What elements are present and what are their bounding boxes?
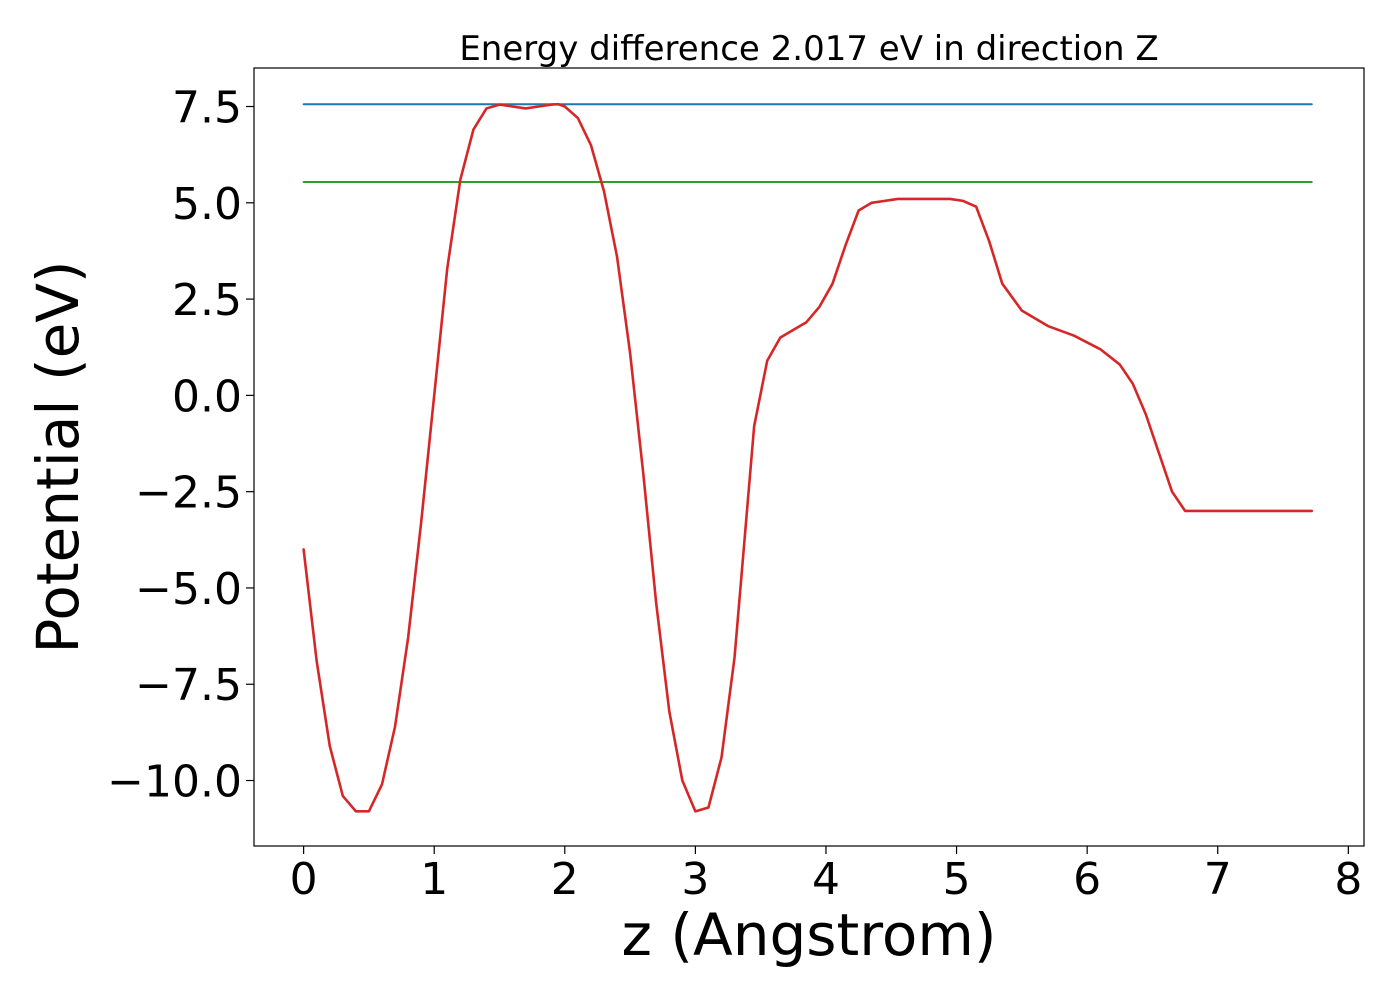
x-tick-label: 7 <box>1204 854 1232 905</box>
x-tick-label: 0 <box>290 854 318 905</box>
x-tick-label: 3 <box>681 854 709 905</box>
y-tick-label: −10.0 <box>107 757 242 808</box>
y-tick-label: −2.5 <box>135 468 242 519</box>
y-tick-label: 0.0 <box>172 371 242 422</box>
y-tick-label: −5.0 <box>135 564 242 615</box>
y-tick-label: 5.0 <box>172 179 242 230</box>
y-tick-label: 7.5 <box>172 83 242 134</box>
chart-title: Energy difference 2.017 eV in direction … <box>459 29 1158 69</box>
y-axis-label: Potential (eV) <box>24 260 92 653</box>
x-tick-label: 6 <box>1073 854 1101 905</box>
x-tick-label: 5 <box>943 854 971 905</box>
x-axis-label: z (Angstrom) <box>622 901 997 969</box>
plot-frame <box>253 67 1365 847</box>
x-tick-label: 4 <box>812 854 840 905</box>
x-tick-label: 1 <box>420 854 448 905</box>
y-tick-label: −7.5 <box>135 660 242 711</box>
potential-line <box>302 102 1314 813</box>
x-tick-label: 2 <box>551 854 579 905</box>
x-tick-label: 8 <box>1334 854 1362 905</box>
y-tick-label: 2.5 <box>172 275 242 326</box>
y-axis-ticks: 7.5 5.0 2.5 0.0 −2.5 −5.0 −7.5 −10.0 <box>107 83 254 808</box>
x-axis-ticks: 0 1 2 3 4 5 6 7 8 <box>290 846 1362 905</box>
plot-area <box>253 67 1365 847</box>
series-layer <box>302 102 1314 813</box>
